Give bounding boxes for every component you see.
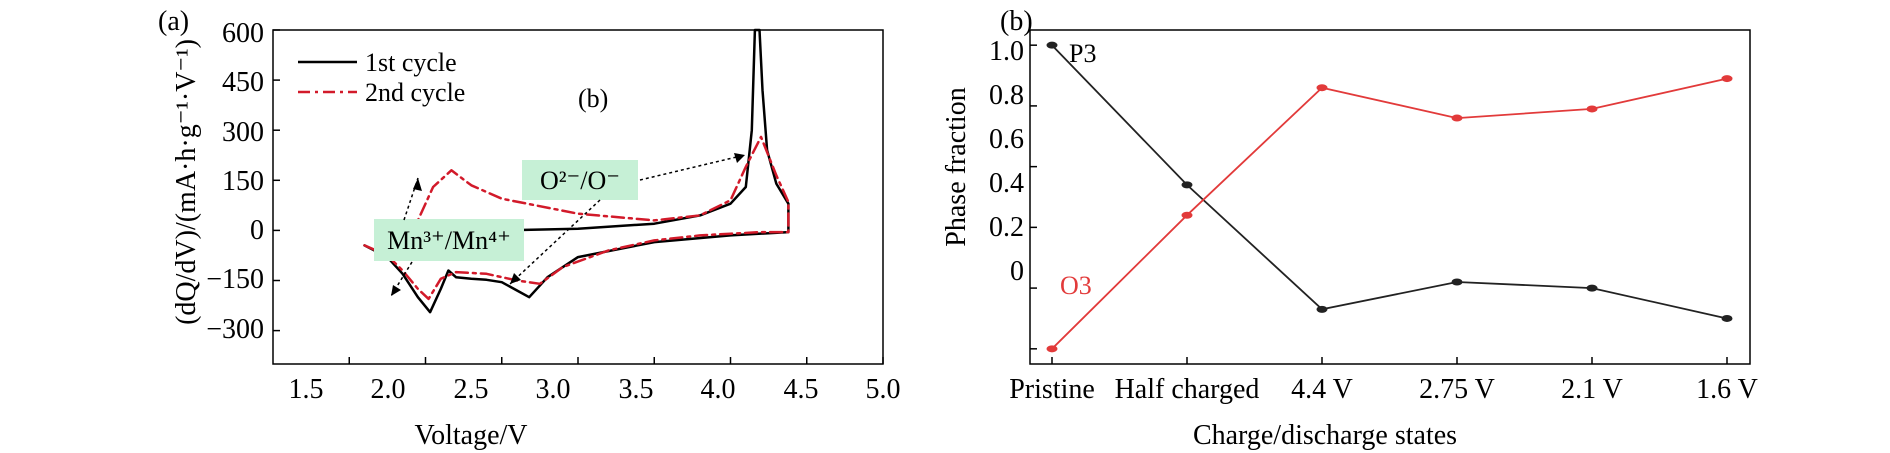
y-tick-label: −300 bbox=[206, 314, 264, 345]
data-point-p3 bbox=[1451, 278, 1463, 286]
y-axis-label-a: (dQ/dV)/(mA·h·g⁻¹·V⁻¹) bbox=[171, 39, 202, 325]
x-axis-label-a: Voltage/V bbox=[414, 420, 527, 451]
x-tick-label: 2.5 bbox=[454, 374, 489, 405]
y-tick-label: −150 bbox=[206, 264, 264, 295]
y-tick-labels-b: 1.0 0.8 0.6 0.4 0.2 0 bbox=[989, 36, 1024, 287]
series-line-o3 bbox=[1051, 77, 1728, 350]
y-tick-label: 150 bbox=[222, 166, 264, 197]
y-axis-label-b: Phase fraction bbox=[941, 87, 972, 246]
x-tick-label: Pristine bbox=[1009, 374, 1095, 405]
y-tick-label: 0.6 bbox=[989, 124, 1024, 155]
y-tick-label: 0.4 bbox=[989, 168, 1024, 199]
y-tick-label: 0 bbox=[250, 215, 264, 246]
data-point-o3 bbox=[1586, 105, 1598, 113]
legend-a: 1st cycle 2nd cycle bbox=[298, 48, 465, 107]
data-point-o3 bbox=[1316, 84, 1328, 92]
x-tick-label: 2.1 V bbox=[1561, 374, 1623, 405]
plot-frame-b bbox=[1029, 29, 1751, 365]
y-tick-label: 450 bbox=[222, 67, 264, 98]
x-tick-label: 2.75 V bbox=[1419, 374, 1495, 405]
legend-label-1st-cycle: 1st cycle bbox=[365, 48, 457, 77]
annotations-a: O²⁻/O⁻ Mn³⁺/Mn⁴⁺ bbox=[374, 153, 746, 297]
x-tick-labels-a: 1.5 2.0 2.5 3.0 3.5 4.0 4.5 5.0 bbox=[289, 374, 901, 405]
arrowhead-icon bbox=[391, 285, 401, 296]
series-label-p3: P3 bbox=[1069, 39, 1096, 68]
x-tick-label: 4.5 bbox=[784, 374, 819, 405]
y-tick-label: 600 bbox=[222, 18, 264, 49]
series-group-b bbox=[1030, 41, 1733, 364]
y-tick-label: 0 bbox=[1010, 256, 1024, 287]
annotation-manganese-redox: Mn³⁺/Mn⁴⁺ bbox=[387, 226, 511, 255]
panel-label-a: (a) bbox=[158, 6, 189, 37]
data-point-o3 bbox=[1451, 114, 1463, 122]
data-point-p3 bbox=[1181, 181, 1193, 189]
x-tick-label: 4.4 V bbox=[1291, 374, 1353, 405]
y-tick-labels-a: 600 450 300 150 0 −150 −300 bbox=[206, 18, 264, 345]
annotation-oxygen-redox: O²⁻/O⁻ bbox=[540, 166, 620, 195]
data-point-o3 bbox=[1046, 345, 1058, 353]
x-tick-label: 1.6 V bbox=[1696, 374, 1758, 405]
series-line-second-cycle bbox=[363, 135, 790, 301]
y-tick-label: 1.0 bbox=[989, 36, 1024, 67]
data-point-p3 bbox=[1721, 314, 1733, 322]
annotation-box-oxygen bbox=[522, 160, 638, 200]
x-tick-labels-b: Pristine Half charged 4.4 V 2.75 V 2.1 V… bbox=[1009, 374, 1758, 405]
x-tick-label: 2.0 bbox=[371, 374, 406, 405]
panel-b-phase-chart: (b) Phase fraction Charge/discharge stat… bbox=[941, 6, 1758, 451]
arrowhead-icon bbox=[734, 153, 745, 163]
series-group-a bbox=[273, 28, 884, 364]
arrowhead-icon bbox=[510, 273, 521, 284]
x-tick-label: 4.0 bbox=[701, 374, 736, 405]
panel-label-b: (b) bbox=[1000, 6, 1033, 37]
arrow-oxygen-up bbox=[639, 154, 746, 181]
data-point-o3 bbox=[1721, 75, 1733, 83]
x-axis-label-b: Charge/discharge states bbox=[1193, 420, 1457, 451]
series-label-o3: O3 bbox=[1060, 271, 1092, 300]
arrowhead-icon bbox=[413, 178, 422, 191]
arrow-oxygen-down bbox=[509, 199, 601, 285]
legend-label-2nd-cycle: 2nd cycle bbox=[365, 78, 465, 107]
data-point-p3 bbox=[1586, 284, 1598, 292]
arrow-mn-down bbox=[390, 261, 413, 297]
panel-a-dqdv-chart: (a) (dQ/dV)/(mA·h·g⁻¹·V⁻¹) Voltage/V (b)… bbox=[158, 6, 901, 451]
data-point-p3 bbox=[1316, 305, 1328, 313]
plot-frame-a bbox=[272, 29, 884, 365]
inner-label-b: (b) bbox=[578, 84, 608, 113]
y-tick-label: 0.8 bbox=[989, 80, 1024, 111]
data-point-p3 bbox=[1046, 41, 1058, 49]
x-tick-label: 5.0 bbox=[866, 374, 901, 405]
y-tick-label: 300 bbox=[222, 117, 264, 148]
data-point-o3 bbox=[1181, 211, 1193, 219]
annotation-box-manganese bbox=[374, 219, 524, 261]
series-line-p3 bbox=[1051, 44, 1728, 320]
x-tick-label: 3.0 bbox=[536, 374, 571, 405]
x-tick-label: 3.5 bbox=[619, 374, 654, 405]
x-tick-label: 1.5 bbox=[289, 374, 324, 405]
y-tick-label: 0.2 bbox=[989, 212, 1024, 243]
x-tick-label: Half charged bbox=[1115, 374, 1260, 405]
